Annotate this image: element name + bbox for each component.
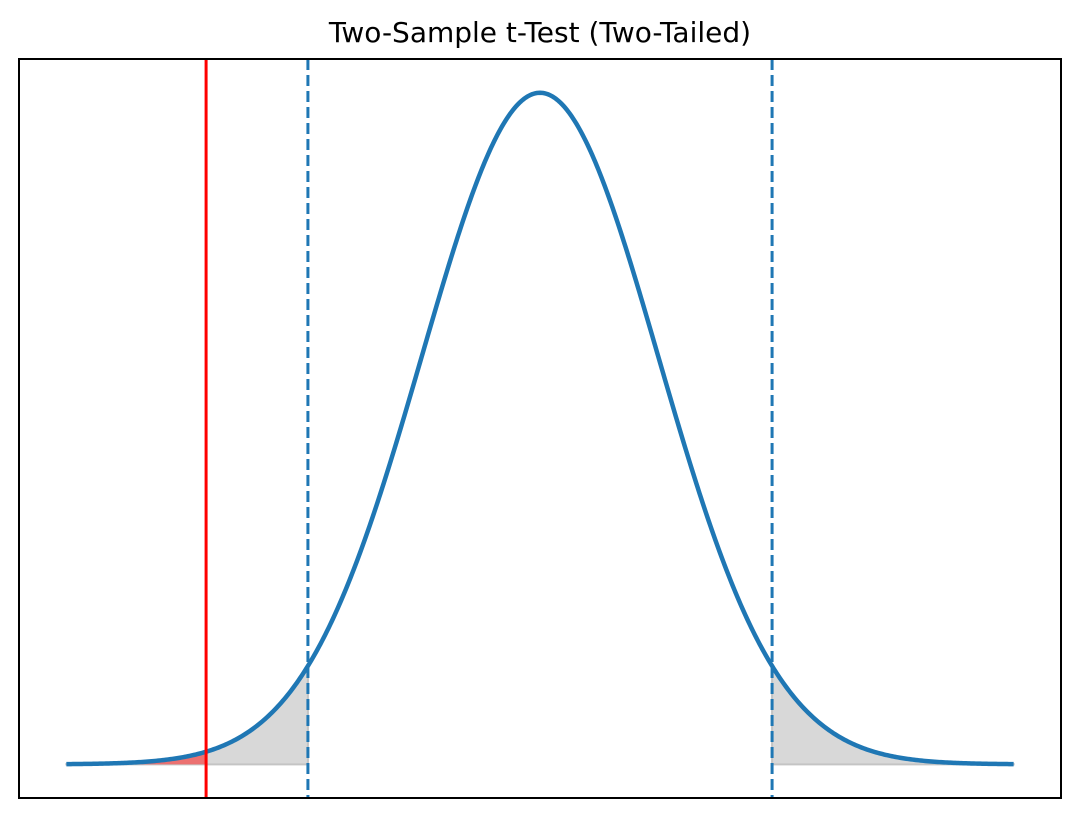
pdf-curve [66, 90, 1014, 767]
plot-frame [18, 58, 1062, 799]
chart-title: Two-Sample t-Test (Two-Tailed) [328, 16, 751, 49]
